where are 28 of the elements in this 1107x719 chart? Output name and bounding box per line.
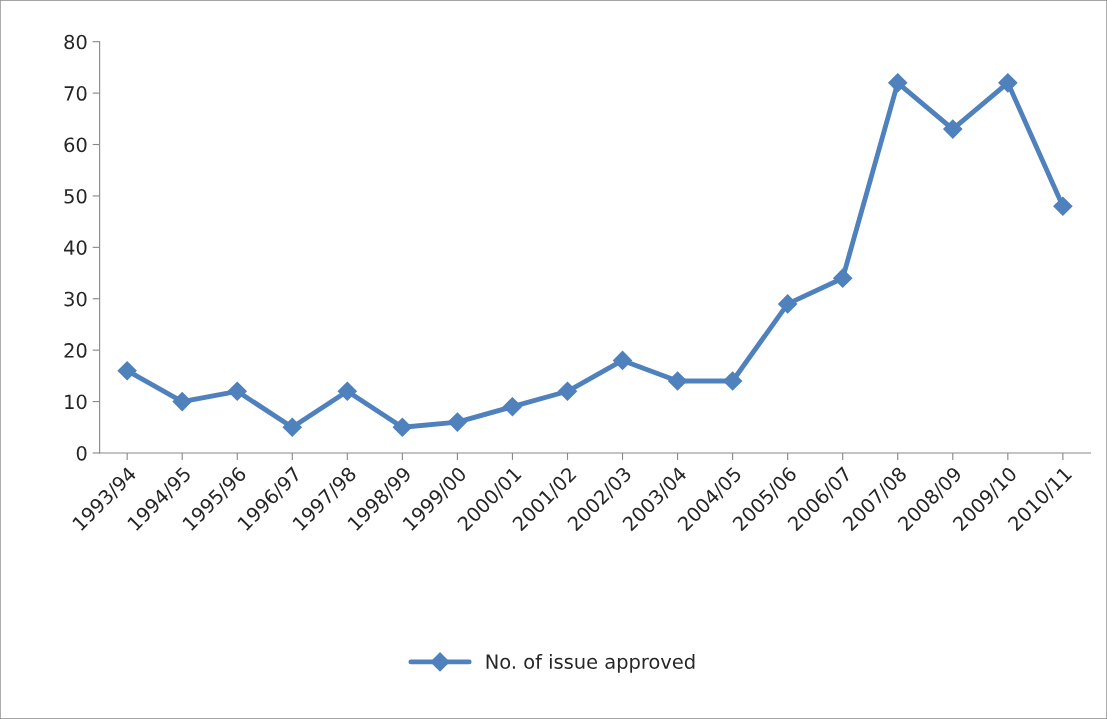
point — [943, 119, 963, 139]
y-tick-label: 70 — [64, 86, 87, 101]
point — [282, 417, 302, 437]
point — [447, 412, 467, 432]
point — [392, 417, 412, 437]
point — [557, 381, 578, 401]
point — [998, 73, 1018, 93]
point — [612, 350, 633, 370]
y-tick-label: 20 — [64, 343, 87, 358]
point — [172, 392, 192, 412]
point — [117, 361, 137, 381]
point — [227, 381, 247, 401]
y-tick-label: 50 — [64, 188, 87, 204]
point — [668, 371, 688, 391]
point — [1053, 196, 1073, 216]
point — [833, 268, 853, 288]
y-tick-label: 40 — [64, 240, 87, 255]
y-tick-label: 0 — [76, 445, 87, 461]
point — [778, 294, 798, 314]
point — [502, 397, 522, 417]
point — [337, 381, 357, 401]
y-tick-label: 30 — [64, 291, 87, 307]
y-tick-label: 60 — [64, 137, 87, 153]
y-tick-label: 10 — [65, 394, 87, 410]
point — [723, 371, 743, 391]
point — [888, 73, 908, 93]
y-tick-label: 80 — [64, 34, 87, 50]
legend-label: No. of issue approved — [486, 653, 695, 673]
